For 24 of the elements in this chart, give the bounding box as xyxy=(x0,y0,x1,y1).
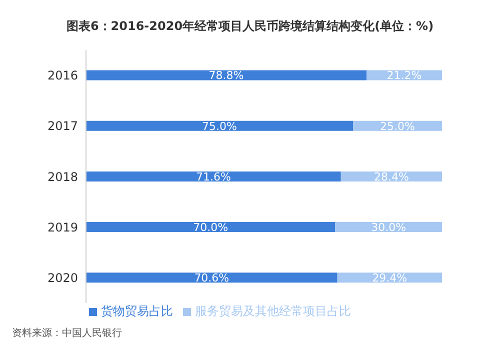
bar xyxy=(86,222,336,232)
legend-label: 服务贸易及其他经常项目占比 xyxy=(195,304,351,318)
data-label: 28.4% xyxy=(374,170,409,184)
y-tick-label: 2019 xyxy=(47,220,78,234)
data-label: 30.0% xyxy=(371,221,406,234)
data-label: 71.6% xyxy=(196,170,231,184)
y-tick-label: 2020 xyxy=(47,270,78,285)
bar xyxy=(86,171,341,182)
data-label: 29.4% xyxy=(372,272,408,285)
chart-title: 图表6：2016-2020年经常项目人民币跨境结算结构变化(单位：%) xyxy=(65,18,435,35)
data-label: 75.0% xyxy=(202,120,237,133)
data-label: 78.8% xyxy=(208,69,244,82)
data-label: 21.2% xyxy=(386,69,422,82)
bar xyxy=(86,120,353,131)
text: 资料来源：中国人民银行 xyxy=(12,326,122,340)
data-label: 70.0% xyxy=(193,221,228,234)
bar xyxy=(86,272,338,283)
data-label: 25.0% xyxy=(380,120,415,133)
data-label: 70.6% xyxy=(194,272,230,285)
legend-label: 货物贸易占比 xyxy=(101,304,173,318)
y-tick-label: 2018 xyxy=(47,170,78,184)
y-tick-label: 2016 xyxy=(47,68,78,83)
bar xyxy=(86,70,367,80)
y-tick-label: 2017 xyxy=(47,119,78,134)
